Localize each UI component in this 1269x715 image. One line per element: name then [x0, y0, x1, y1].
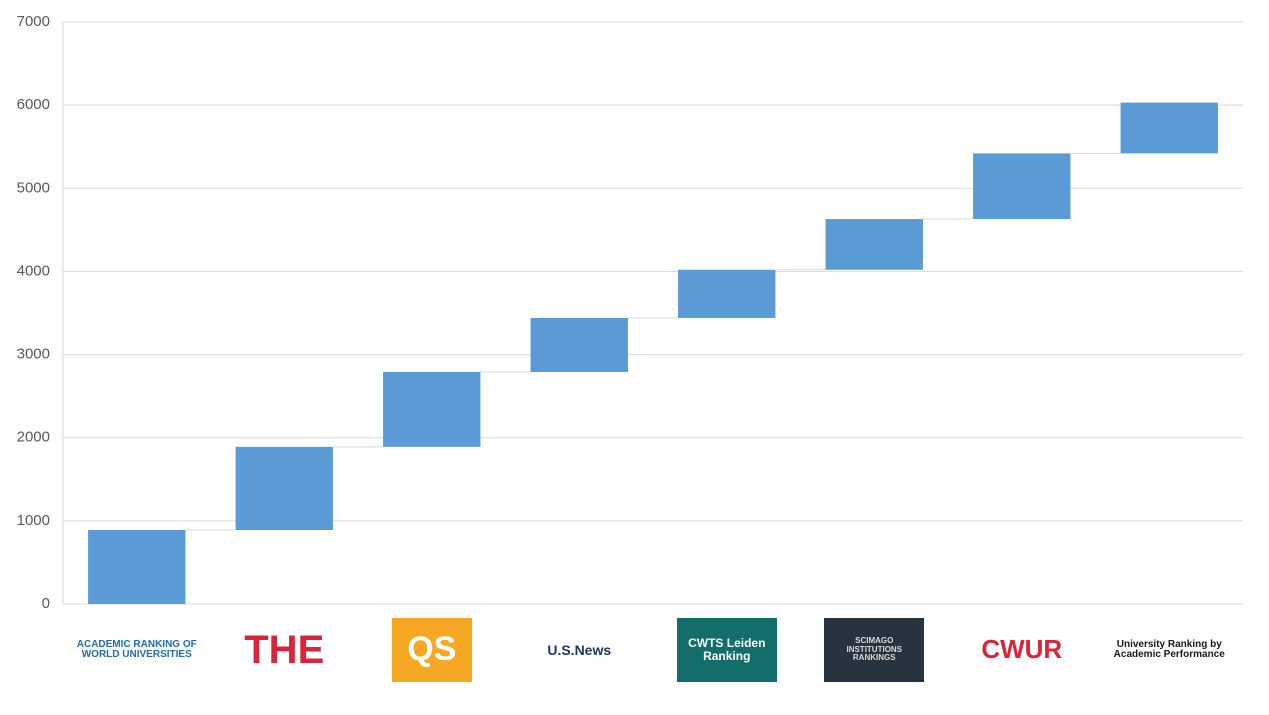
y-tick-label: 5000: [17, 179, 50, 196]
bar: [825, 219, 923, 270]
y-tick-label: 6000: [17, 96, 50, 113]
category-logo: CWUR: [958, 618, 1085, 682]
category-logo: U.S.News: [534, 618, 625, 682]
bar: [973, 153, 1071, 220]
y-tick-label: 7000: [17, 13, 50, 30]
bar: [1120, 102, 1218, 154]
category-logo: THE: [233, 618, 336, 682]
bar: [235, 446, 333, 531]
y-tick-label: 2000: [17, 429, 50, 446]
y-tick-label: 0: [42, 595, 50, 612]
category-logo: QS: [391, 618, 472, 682]
bar: [530, 317, 628, 373]
bar: [88, 530, 186, 604]
category-logo: CWTS Leiden Ranking: [676, 618, 777, 682]
bar: [383, 372, 481, 447]
bar: [678, 269, 776, 318]
y-tick-label: 3000: [17, 346, 50, 363]
y-tick-label: 4000: [17, 262, 50, 279]
y-tick-label: 1000: [17, 512, 50, 529]
category-logo: ACADEMIC RANKING OF WORLD UNIVERSITIES: [66, 618, 207, 682]
category-logo: SCIMAGO INSTITUTIONS RANKINGS: [824, 618, 925, 682]
category-logo: University Ranking by Academic Performan…: [1094, 618, 1245, 682]
